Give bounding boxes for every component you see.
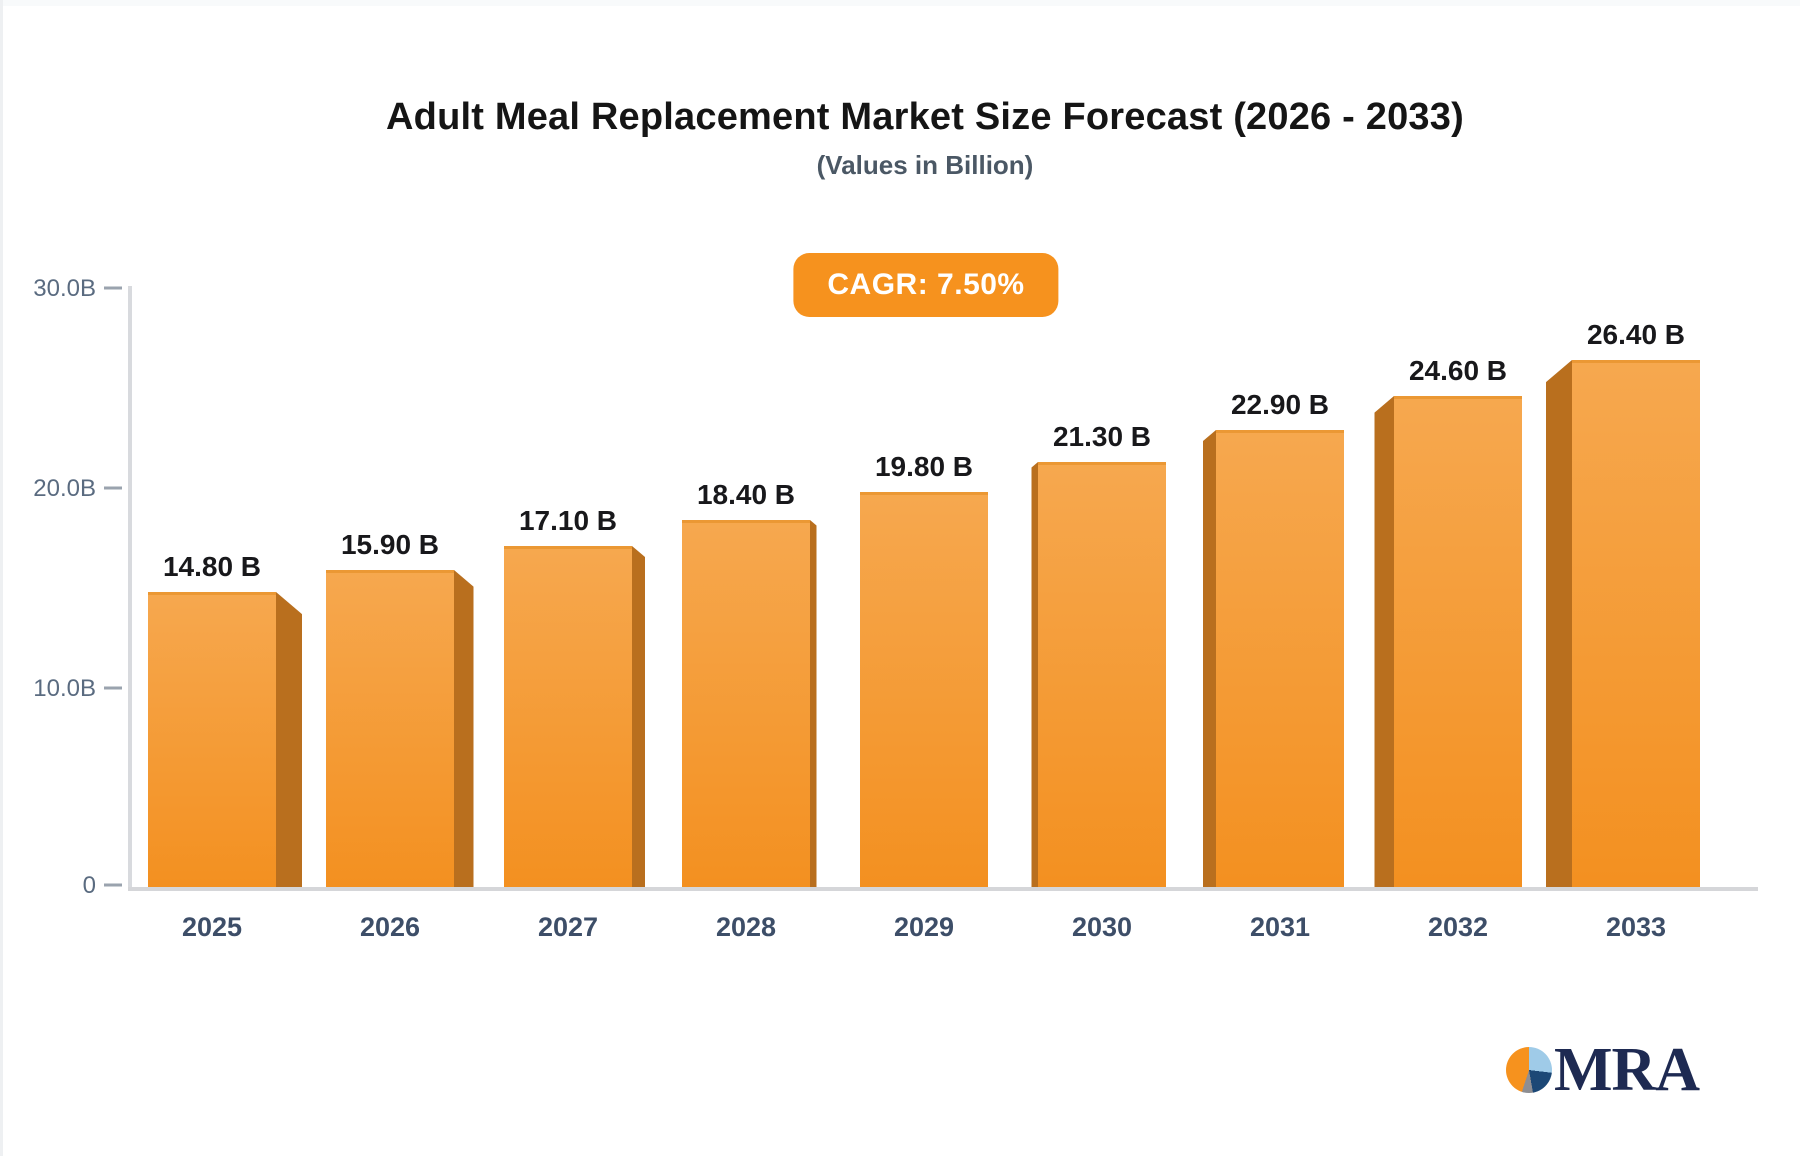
x-tick-label: 2026: [360, 912, 420, 942]
y-tick-label: 0: [83, 872, 96, 899]
brand-logo: MRA: [1506, 1036, 1700, 1104]
x-tick-label: 2031: [1250, 912, 1310, 942]
bar-2033: [1572, 360, 1700, 888]
bar-side-2026: [454, 570, 474, 888]
cagr-badge: CAGR: 7.50%: [793, 253, 1059, 317]
cagr-badge-label: CAGR: 7.50%: [827, 268, 1025, 301]
pie-chart-logo-icon: [1506, 1047, 1552, 1093]
bar-2029: [860, 492, 988, 888]
bar-top-edge-2027: [504, 546, 632, 549]
bar-side-2031: [1203, 430, 1216, 888]
x-tick-label: 2030: [1072, 912, 1132, 942]
bar-top-edge-2030: [1038, 462, 1166, 465]
bar-value-label: 21.30 B: [1053, 421, 1151, 452]
y-tick-label: 20.0B: [33, 475, 96, 502]
bar-value-label: 24.60 B: [1409, 355, 1507, 386]
bar-value-label: 14.80 B: [163, 551, 261, 582]
x-tick-label: 2027: [538, 912, 598, 942]
bar-side-2030: [1031, 462, 1038, 888]
bar-top-edge-2025: [148, 592, 276, 595]
bar-value-label: 22.90 B: [1231, 389, 1329, 420]
bar-side-2032: [1374, 396, 1394, 888]
bar-value-label: 15.90 B: [341, 529, 439, 560]
x-tick-label: 2029: [894, 912, 954, 942]
bar-side-2027: [632, 546, 645, 888]
y-tick-label: 30.0B: [33, 275, 96, 302]
bar-2031: [1216, 430, 1344, 888]
bar-value-label: 19.80 B: [875, 451, 973, 482]
x-tick-label: 2028: [716, 912, 776, 942]
bar-2032: [1394, 396, 1522, 888]
bar-2026: [326, 570, 454, 888]
y-tick-label: 10.0B: [33, 675, 96, 702]
bar-top-edge-2028: [682, 520, 810, 523]
bar-value-label: 26.40 B: [1587, 319, 1685, 350]
bar-top-edge-2029: [860, 492, 988, 495]
bar-side-2028: [810, 520, 817, 888]
bar-top-edge-2033: [1572, 360, 1700, 363]
bar-top-edge-2026: [326, 570, 454, 573]
bar-side-2033: [1546, 360, 1572, 888]
bar-side-2025: [276, 592, 302, 888]
brand-logo-text: MRA: [1554, 1036, 1700, 1104]
x-tick-label: 2025: [182, 912, 242, 942]
bar-2028: [682, 520, 810, 888]
chart-subtitle: (Values in Billion): [816, 150, 1034, 180]
x-tick-label: 2032: [1428, 912, 1488, 942]
bar-top-edge-2032: [1394, 396, 1522, 399]
page-top-edge: [0, 0, 1800, 6]
bar-value-label: 17.10 B: [519, 505, 617, 536]
bar-2025: [148, 592, 276, 888]
page-left-edge: [0, 0, 3, 1156]
x-tick-label: 2033: [1606, 912, 1666, 942]
bar-2030: [1038, 462, 1166, 888]
bar-value-label: 18.40 B: [697, 479, 795, 510]
chart-title: Adult Meal Replacement Market Size Forec…: [386, 96, 1464, 138]
bar-2027: [504, 546, 632, 888]
bar-top-edge-2031: [1216, 430, 1344, 433]
